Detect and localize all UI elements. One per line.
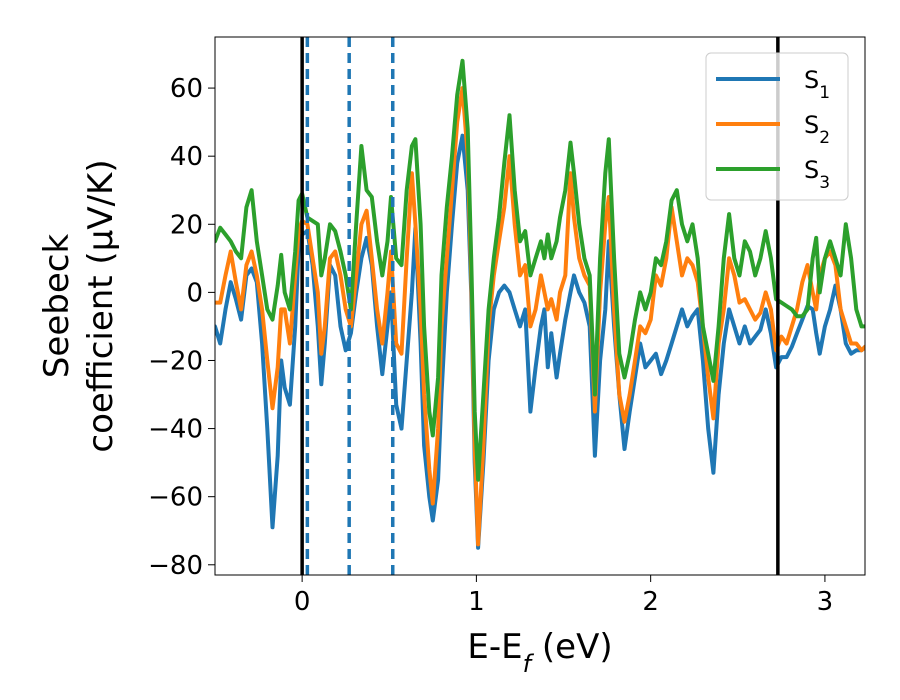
- x-tick-label: 0: [294, 587, 311, 617]
- y-tick-label: 20: [170, 210, 203, 240]
- series-line-s1: [215, 133, 865, 550]
- y-tick-label: 40: [170, 142, 203, 172]
- y-tick-label: −60: [148, 483, 203, 513]
- legend-label-s2: S2: [804, 111, 830, 148]
- series-line-s2: [215, 86, 865, 547]
- legend-label-s1: S1: [804, 66, 830, 103]
- x-tick-label: 1: [468, 587, 485, 617]
- y-tick-label: −40: [148, 415, 203, 445]
- plot-area: [214, 36, 866, 576]
- x-axis-label: E-Ef (eV): [467, 627, 612, 678]
- y-tick-label: 0: [186, 278, 203, 308]
- x-axis: 0 1 2 3: [294, 575, 833, 617]
- y-axis-label: Seebeck coefficient (μV/K): [37, 159, 121, 452]
- legend: S1 S2 S3: [705, 52, 849, 201]
- legend-label-s3: S3: [804, 156, 830, 193]
- series-line-s3: [215, 58, 865, 482]
- y-axis: −80 −60 −40 −20 0 20 40 60: [148, 74, 215, 581]
- legend-box: [705, 52, 849, 201]
- y-tick-label: 60: [170, 74, 203, 104]
- plot-frame: [214, 36, 866, 576]
- x-tick-label: 3: [817, 587, 834, 617]
- x-tick-label: 2: [642, 587, 659, 617]
- y-tick-label: −80: [148, 551, 203, 581]
- y-tick-label: −20: [148, 346, 203, 376]
